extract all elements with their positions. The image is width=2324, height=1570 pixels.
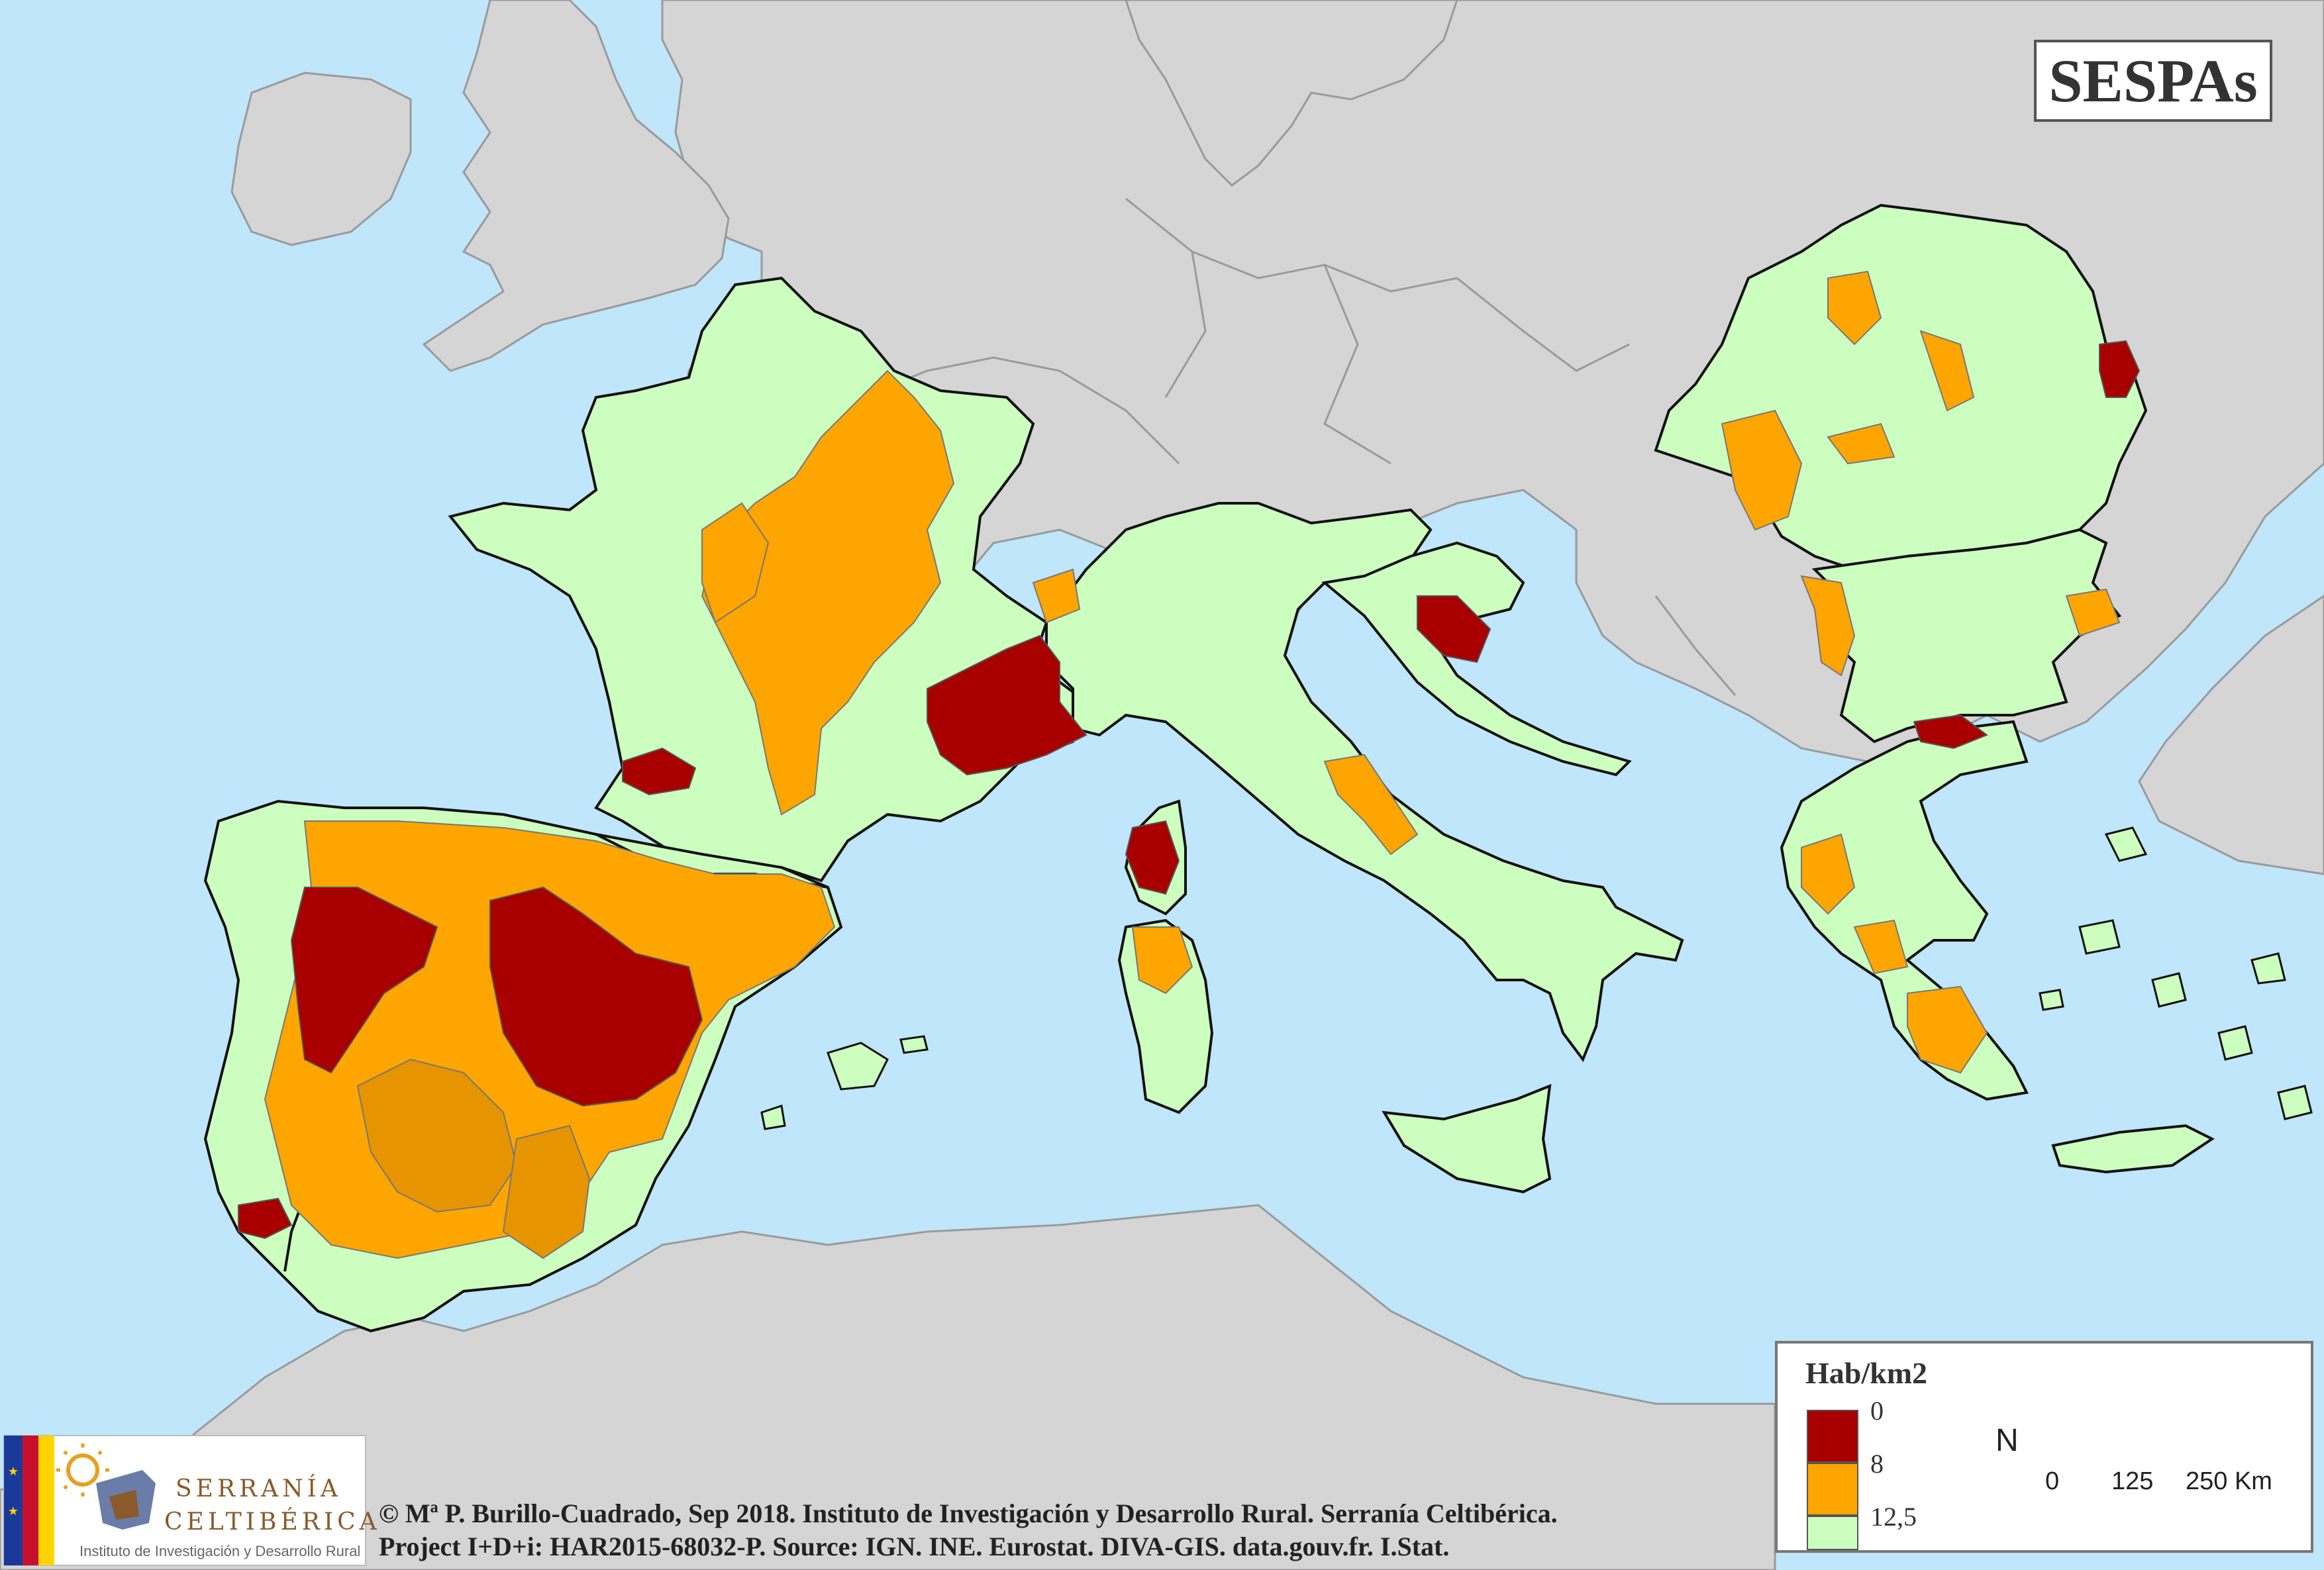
aegean-islands xyxy=(2039,826,2313,1120)
logo-name-line1: SERRANÍA xyxy=(176,1475,342,1502)
country-borders xyxy=(794,197,1737,696)
north-africa xyxy=(0,1204,1776,1570)
density-class-0-areas xyxy=(238,340,2141,1240)
credit-line-2: Project I+D+i: HAR2015-68032-P. Source: … xyxy=(379,1532,1450,1561)
scandinavia xyxy=(1125,0,1458,187)
legend-swatch-12-5 xyxy=(1807,1516,1858,1550)
legend-label-12-5: 12,5 xyxy=(1870,1502,1917,1532)
croatia xyxy=(1321,541,1632,777)
flag-icon: ★ ★ xyxy=(4,1436,54,1565)
logo-subtitle: Instituto de Investigación y Desarrollo … xyxy=(79,1543,361,1559)
menorca xyxy=(899,1035,929,1054)
sicily xyxy=(1382,1083,1552,1194)
legend-title: Hab/km2 xyxy=(1805,1356,1928,1390)
legend-label-0: 0 xyxy=(1870,1396,1884,1426)
svg-text:★: ★ xyxy=(8,1465,19,1479)
logo-box xyxy=(3,1435,366,1566)
legend-swatch-8 xyxy=(1807,1463,1858,1516)
density-class-8-dark-areas xyxy=(356,1058,591,1259)
legend-swatch-0 xyxy=(1807,1410,1858,1463)
crete xyxy=(2051,1124,2215,1174)
scale-tick-125: 125 xyxy=(2111,1467,2154,1495)
turkey xyxy=(2138,595,2324,875)
scale-tick-250: 250 Km xyxy=(2186,1467,2272,1495)
great-britain xyxy=(422,0,730,372)
greece xyxy=(1780,720,2029,1101)
credit-line-1: © Mª P. Burillo-Cuadrado, Sep 2018. Inst… xyxy=(379,1498,1558,1528)
north-label: N xyxy=(1996,1423,2019,1458)
map-title: SESPAs xyxy=(2034,40,2272,122)
mallorca xyxy=(827,1042,889,1091)
legend: Hab/km2 0 8 12,5 xyxy=(1775,1341,2313,1553)
ibiza xyxy=(760,1104,786,1130)
scale-tick-0: 0 xyxy=(2045,1467,2060,1495)
svg-text:★: ★ xyxy=(8,1504,19,1518)
legend-label-8: 8 xyxy=(1870,1449,1884,1479)
logo-name-line2: CELTIBÉRICA xyxy=(164,1508,381,1536)
logo-emblem-icon xyxy=(56,1444,156,1530)
bulgaria xyxy=(1811,528,2122,744)
ireland xyxy=(230,72,412,246)
